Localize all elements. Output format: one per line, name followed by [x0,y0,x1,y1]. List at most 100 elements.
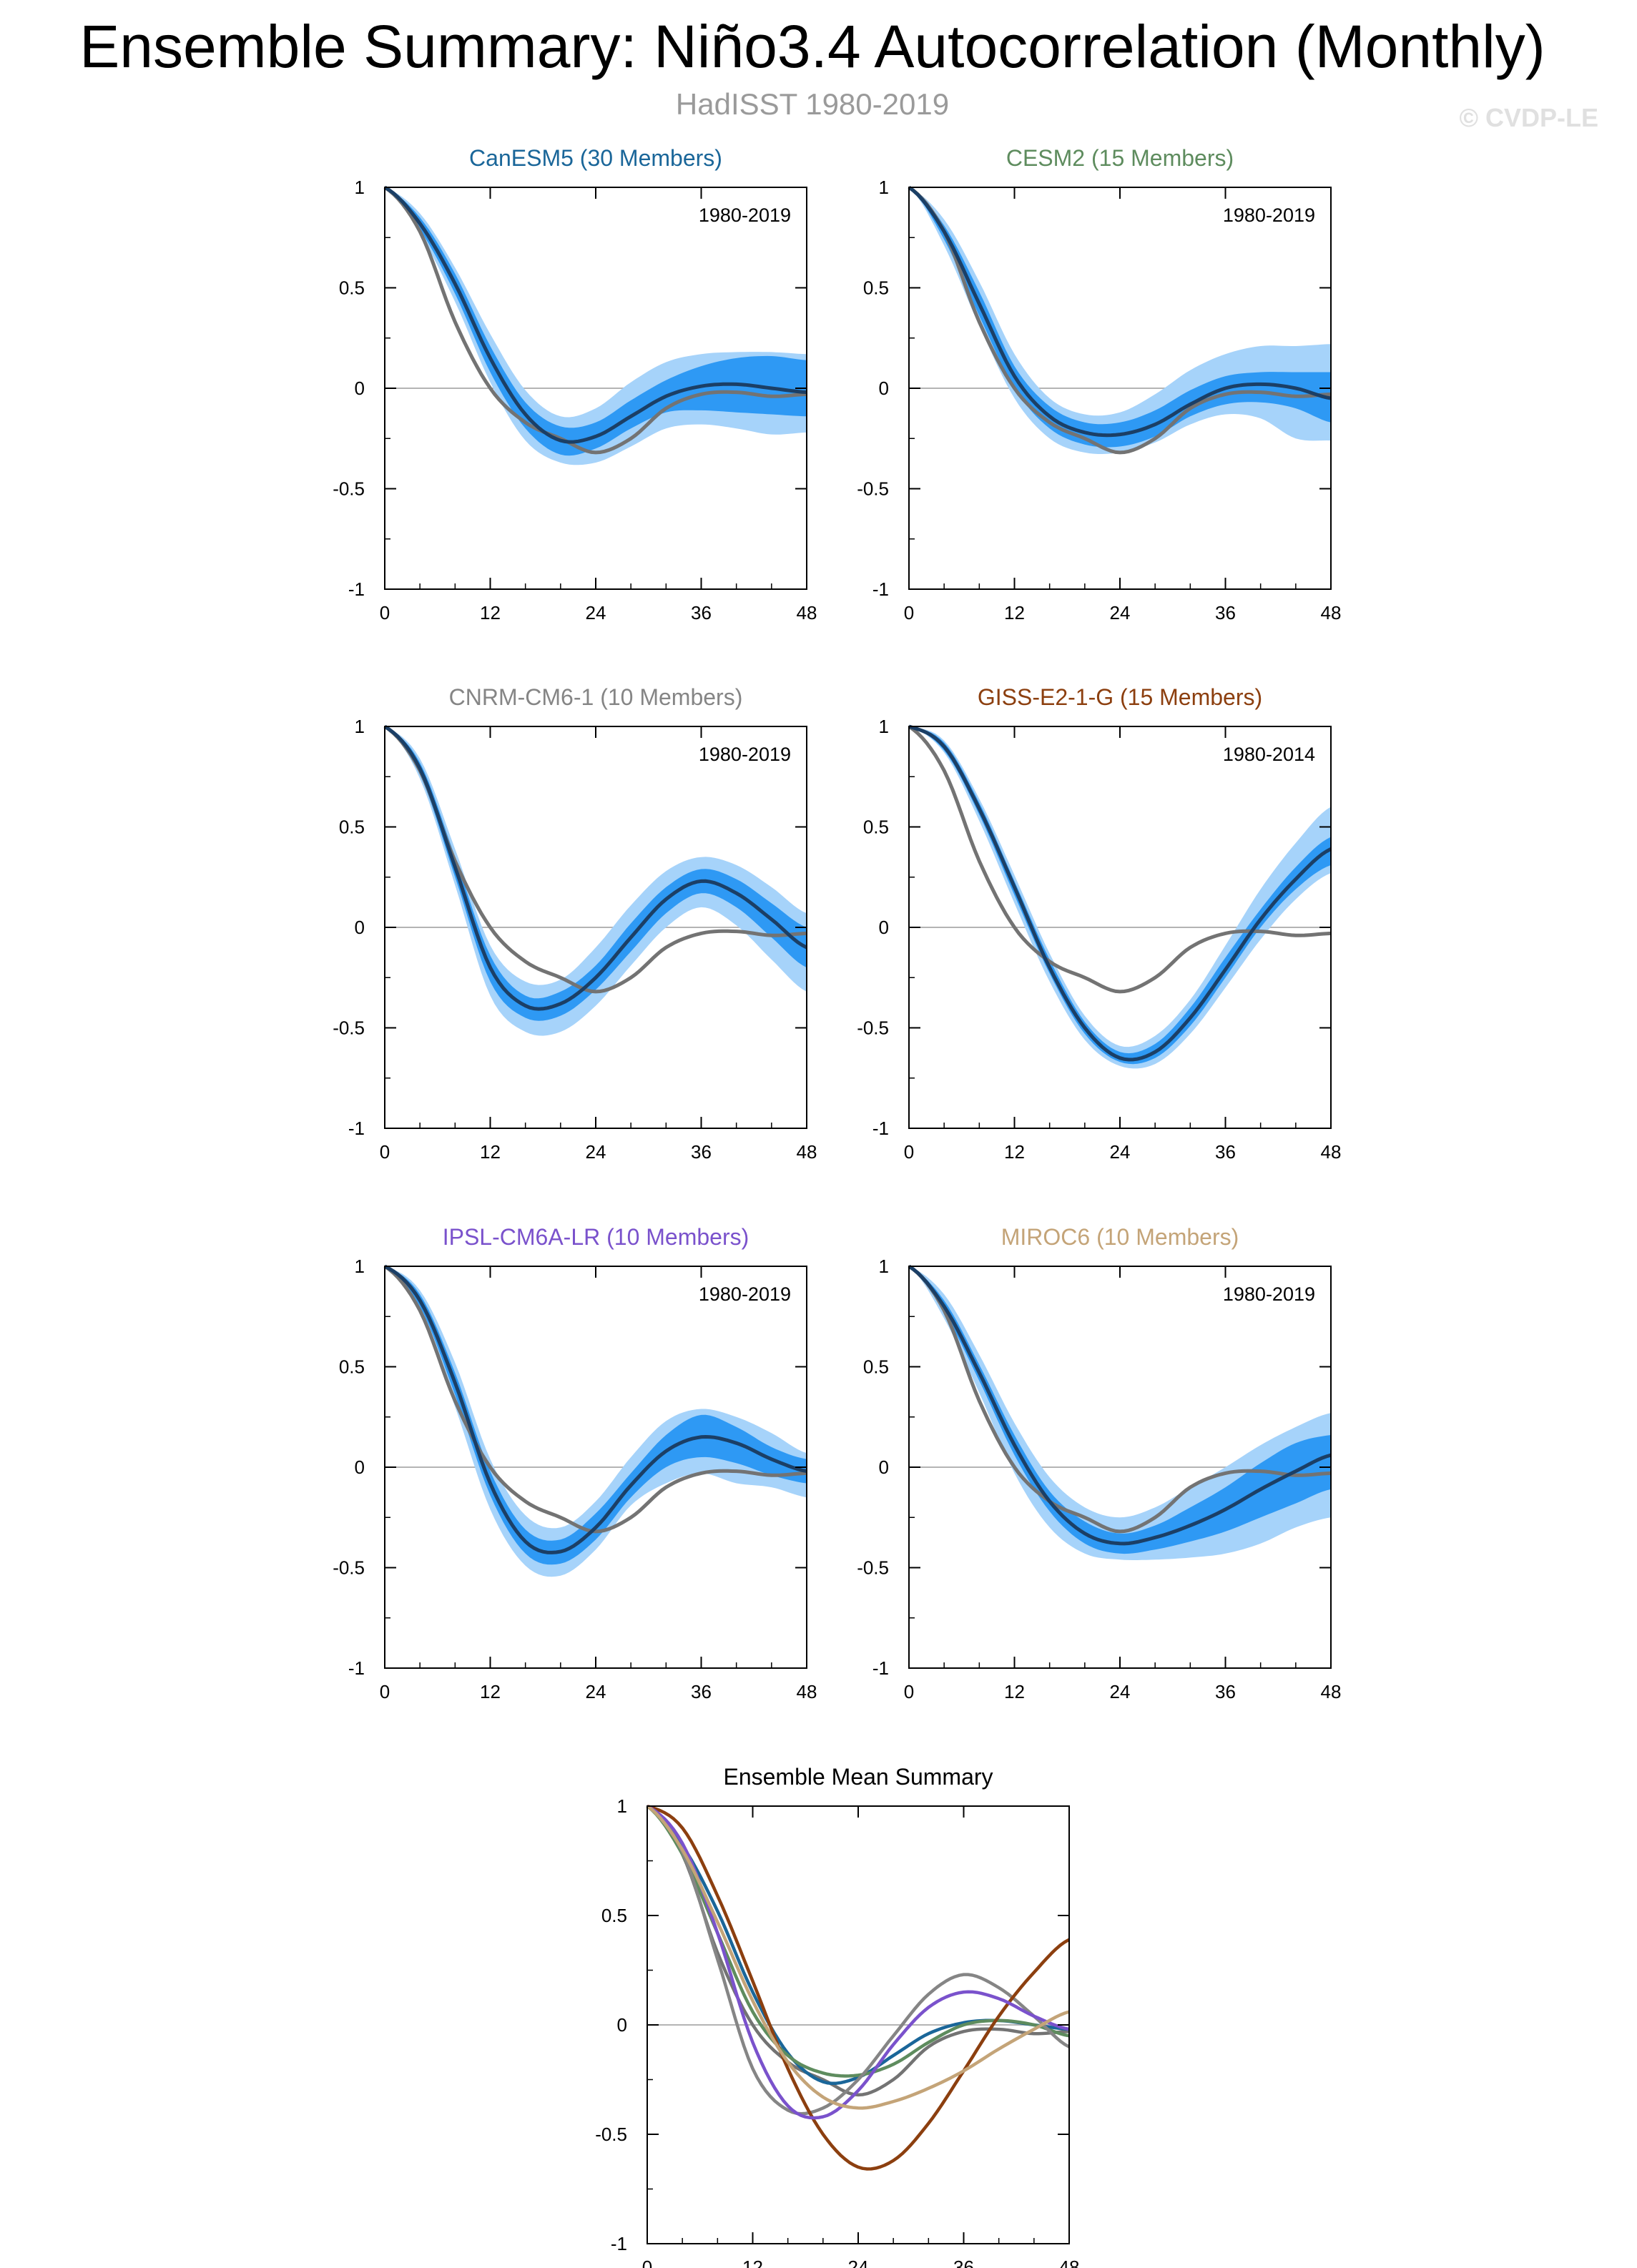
observed-line [908,724,1332,994]
y-tick-label: 0.5 [863,277,889,299]
y-tick-label: 1 [355,1256,365,1277]
x-tick-label: 36 [691,1681,712,1702]
y-tick-label: 0.5 [339,277,365,299]
x-tick-label: 12 [742,2257,763,2268]
panel-summary: Ensemble Mean Summary 0 12 24 36 48 -1 -0.5 0 0.5… [595,1764,1079,2268]
x-tick-label: 24 [586,1141,606,1163]
x-tick-label: 12 [480,1141,501,1163]
y-tick-label: 1 [879,716,889,737]
observed-line [383,724,807,994]
observed-line [908,1264,1332,1534]
observed-line [908,185,1332,455]
y-tick-label: 0 [879,917,889,938]
x-tick-label: 0 [642,2257,652,2268]
series-line-ipsl-cm6a-lr [646,1805,1070,2120]
panel-title: CESM2 (15 Members) [1006,145,1234,171]
x-tick-label: 24 [848,2257,869,2268]
ensemble-mean-line [383,185,807,444]
x-tick-label: 24 [1110,1681,1131,1702]
y-tick-label: 1 [617,1795,627,1817]
y-tick-label: -0.5 [333,1017,365,1039]
x-tick-label: 48 [1059,2257,1080,2268]
panel-cnrm: CNRM-CM6-1 (10 Members) 1980-2019 0 12 24 36 4… [333,684,817,1163]
x-tick-label: 36 [1215,1141,1236,1163]
y-tick-label: 0 [355,1456,365,1478]
x-tick-label: 24 [1110,602,1131,623]
x-tick-label: 12 [1004,1681,1025,1702]
inner-spread-band [385,1266,807,1565]
observed-line [383,1264,807,1534]
outer-spread-band [385,1266,807,1577]
y-tick-label: -0.5 [333,478,365,500]
x-tick-label: 36 [691,1141,712,1163]
series-line-giss-e2-1-g [647,1804,1071,2171]
x-tick-label: 24 [586,1681,606,1702]
inner-spread-band [909,187,1331,448]
series-line-cnrm-cm6-1 [646,1805,1071,2116]
x-tick-label: 36 [1215,602,1236,623]
y-tick-label: -0.5 [857,1557,889,1579]
outer-spread-band [909,1266,1331,1560]
panel-title: Ensemble Mean Summary [723,1764,993,1790]
y-tick-label: -0.5 [857,478,889,500]
x-tick-label: 0 [380,1681,390,1702]
x-tick-label: 48 [797,1681,817,1702]
period-label: 1980-2019 [699,204,791,226]
y-tick-label: 0.5 [339,1356,365,1378]
inner-spread-band [909,726,1331,1065]
series-line-hadisst [646,1805,1070,2097]
y-tick-label: 1 [355,716,365,737]
panel-giss: GISS-E2-1-G (15 Members) 1980-2014 0 12 24 36… [857,684,1341,1163]
series-line-miroc6 [646,1805,1070,2110]
x-tick-label: 0 [380,1141,390,1163]
ensemble-mean-line [908,185,1332,438]
panel-title: IPSL-CM6A-LR (10 Members) [443,1224,749,1250]
panel-title: CanESM5 (30 Members) [469,145,722,171]
y-tick-label: -1 [611,2233,627,2254]
x-tick-label: 12 [480,1681,501,1702]
y-tick-label: -0.5 [857,1017,889,1039]
y-tick-label: -1 [348,1118,365,1139]
panel-title: GISS-E2-1-G (15 Members) [978,684,1262,710]
period-label: 1980-2014 [1223,744,1315,765]
y-tick-label: -0.5 [595,2124,627,2145]
y-tick-label: 0.5 [863,817,889,838]
series-line-canesm5 [646,1805,1070,2086]
figure-title: Ensemble Summary: Niño3.4 Autocorrelatio… [79,13,1545,80]
x-tick-label: 0 [904,602,914,623]
x-tick-label: 36 [691,602,712,623]
y-tick-label: 1 [879,1256,889,1277]
inner-spread-band [909,1266,1331,1554]
inner-spread-band [385,726,807,1021]
x-tick-label: 0 [380,602,390,623]
x-tick-label: 36 [953,2257,974,2268]
outer-spread-band [909,726,1331,1069]
y-tick-label: 0.5 [601,1905,627,1926]
y-tick-label: -0.5 [333,1557,365,1579]
panel-cesm2: CESM2 (15 Members) 1980-2019 0 12 24 36 48 -1 -0… [857,145,1341,623]
x-tick-label: 0 [904,1141,914,1163]
y-tick-label: 0 [355,917,365,938]
y-tick-label: 0 [617,2014,627,2036]
x-tick-label: 0 [904,1681,914,1702]
y-tick-label: 1 [355,177,365,198]
x-tick-label: 48 [797,602,817,623]
x-tick-label: 24 [586,602,606,623]
period-label: 1980-2019 [1223,1283,1315,1305]
ensemble-mean-line [383,1264,807,1554]
x-tick-label: 12 [480,602,501,623]
x-tick-label: 12 [1004,602,1025,623]
panel-miroc6: MIROC6 (10 Members) 1980-2019 0 12 24 36 48 -1 -… [857,1224,1341,1702]
y-tick-label: -1 [872,578,889,600]
panel-ipsl: IPSL-CM6A-LR (10 Members) 1980-2019 0 12 24 3… [333,1224,817,1702]
panel-title: CNRM-CM6-1 (10 Members) [449,684,743,710]
x-tick-label: 48 [797,1141,817,1163]
y-tick-label: 0 [879,1456,889,1478]
panels-group: CanESM5 (30 Members) 1980-2019 0 12 24 36 48 -1… [333,145,1341,2268]
credit-label: © CVDP-LE [1459,103,1598,132]
ensemble-mean-line [908,724,1332,1062]
y-tick-label: -1 [348,578,365,600]
y-tick-label: -1 [348,1657,365,1679]
y-tick-label: 0 [879,378,889,399]
y-tick-label: 0.5 [339,817,365,838]
